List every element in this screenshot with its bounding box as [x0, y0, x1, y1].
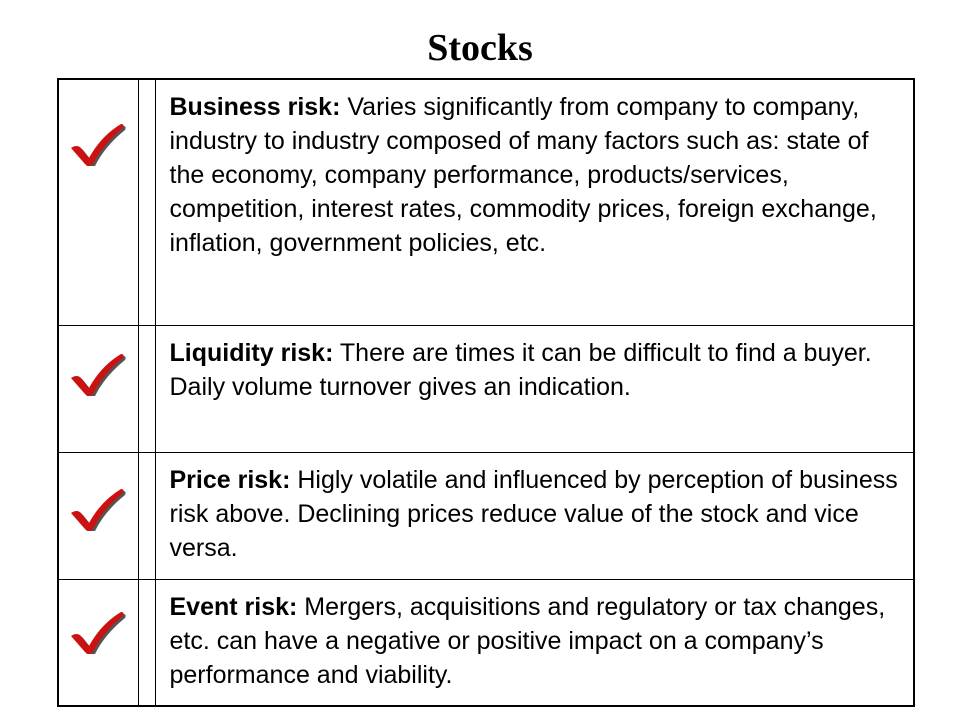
checkmark-icon: [71, 124, 126, 166]
check-cell: [57, 78, 139, 326]
risk-description: Varies significantly from company to com…: [169, 93, 877, 257]
table-row-liquidity-risk: Liquidity risk: There are times it can b…: [57, 324, 915, 453]
risk-name: Business risk:: [169, 93, 341, 121]
page-title: Stocks: [427, 27, 533, 69]
checkmark-icon: [71, 488, 126, 531]
gap-cell: [137, 451, 156, 580]
risk-description-cell: Event risk: Mergers, acquisitions and re…: [154, 578, 915, 707]
check-cell: [57, 578, 139, 707]
risk-description: Higly volatile and influenced by percept…: [169, 465, 898, 562]
table-row-business-risk: Business risk: Varies significantly from…: [57, 78, 915, 326]
risk-description-cell: Liquidity risk: There are times it can b…: [154, 324, 915, 453]
risk-table: Business risk: Varies significantly from…: [57, 78, 915, 707]
table-row-event-risk: Event risk: Mergers, acquisitions and re…: [57, 578, 915, 707]
check-cell: [57, 451, 139, 580]
risk-description-cell: Price risk: Higly volatile and influence…: [154, 451, 915, 580]
risk-description: Mergers, acquisitions and regulatory or …: [169, 592, 886, 689]
risk-description-cell: Business risk: Varies significantly from…: [154, 78, 915, 326]
check-cell: [57, 324, 139, 453]
risk-name: Event risk:: [169, 592, 298, 621]
gap-cell: [137, 78, 156, 326]
checkmark-icon: [71, 611, 126, 654]
table-row-price-risk: Price risk: Higly volatile and influence…: [57, 451, 915, 580]
risk-description: There are times it can be difficult to f…: [169, 338, 872, 401]
risk-name: Liquidity risk:: [169, 338, 334, 367]
risk-name: Price risk:: [169, 465, 291, 494]
gap-cell: [137, 578, 156, 707]
gap-cell: [137, 324, 156, 453]
checkmark-icon: [71, 353, 126, 396]
